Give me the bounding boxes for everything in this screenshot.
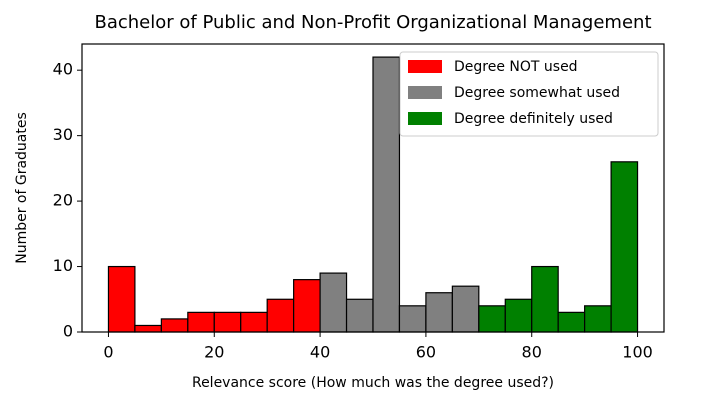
bar	[398, 305, 427, 333]
x-tick-label: 60	[416, 343, 436, 362]
y-axis-label: Number of Graduates	[14, 112, 30, 264]
legend-swatch	[408, 60, 442, 73]
bar	[531, 265, 559, 333]
legend-box	[399, 51, 659, 137]
legend-swatch	[408, 86, 442, 99]
bar	[372, 56, 401, 333]
bar	[557, 311, 586, 333]
y-tick-label: 30	[53, 125, 73, 144]
bar	[187, 311, 215, 333]
x-tick-label: 80	[522, 343, 542, 362]
x-tick-label: 100	[622, 343, 653, 362]
bar	[134, 324, 162, 333]
bar	[293, 279, 321, 333]
bar	[345, 298, 374, 333]
legend-swatch	[408, 112, 442, 125]
legend-label: Degree definitely used	[454, 111, 613, 127]
bar	[478, 305, 506, 333]
bar	[240, 311, 268, 333]
y-tick-label: 40	[53, 60, 73, 79]
x-tick-label: 40	[310, 343, 330, 362]
plot-frame	[81, 43, 665, 333]
legend-label: Degree somewhat used	[454, 85, 620, 101]
legend-label: Degree NOT used	[454, 59, 578, 75]
bar	[319, 272, 348, 333]
bar	[504, 298, 533, 333]
y-tick-label: 10	[53, 256, 73, 275]
bar	[160, 318, 189, 333]
y-tick-label: 0	[63, 322, 73, 341]
bar	[266, 298, 295, 333]
bar	[610, 161, 639, 333]
bar	[451, 285, 480, 333]
bar	[107, 265, 136, 333]
y-tick-label: 20	[53, 191, 73, 210]
chart-title: Bachelor of Public and Non-Profit Organi…	[95, 12, 652, 33]
x-axis-label: Relevance score (How much was the degree…	[192, 375, 554, 391]
x-tick-label: 0	[103, 343, 113, 362]
bar	[584, 305, 612, 333]
bar	[425, 292, 453, 333]
bar	[213, 311, 242, 333]
x-tick-label: 20	[204, 343, 224, 362]
